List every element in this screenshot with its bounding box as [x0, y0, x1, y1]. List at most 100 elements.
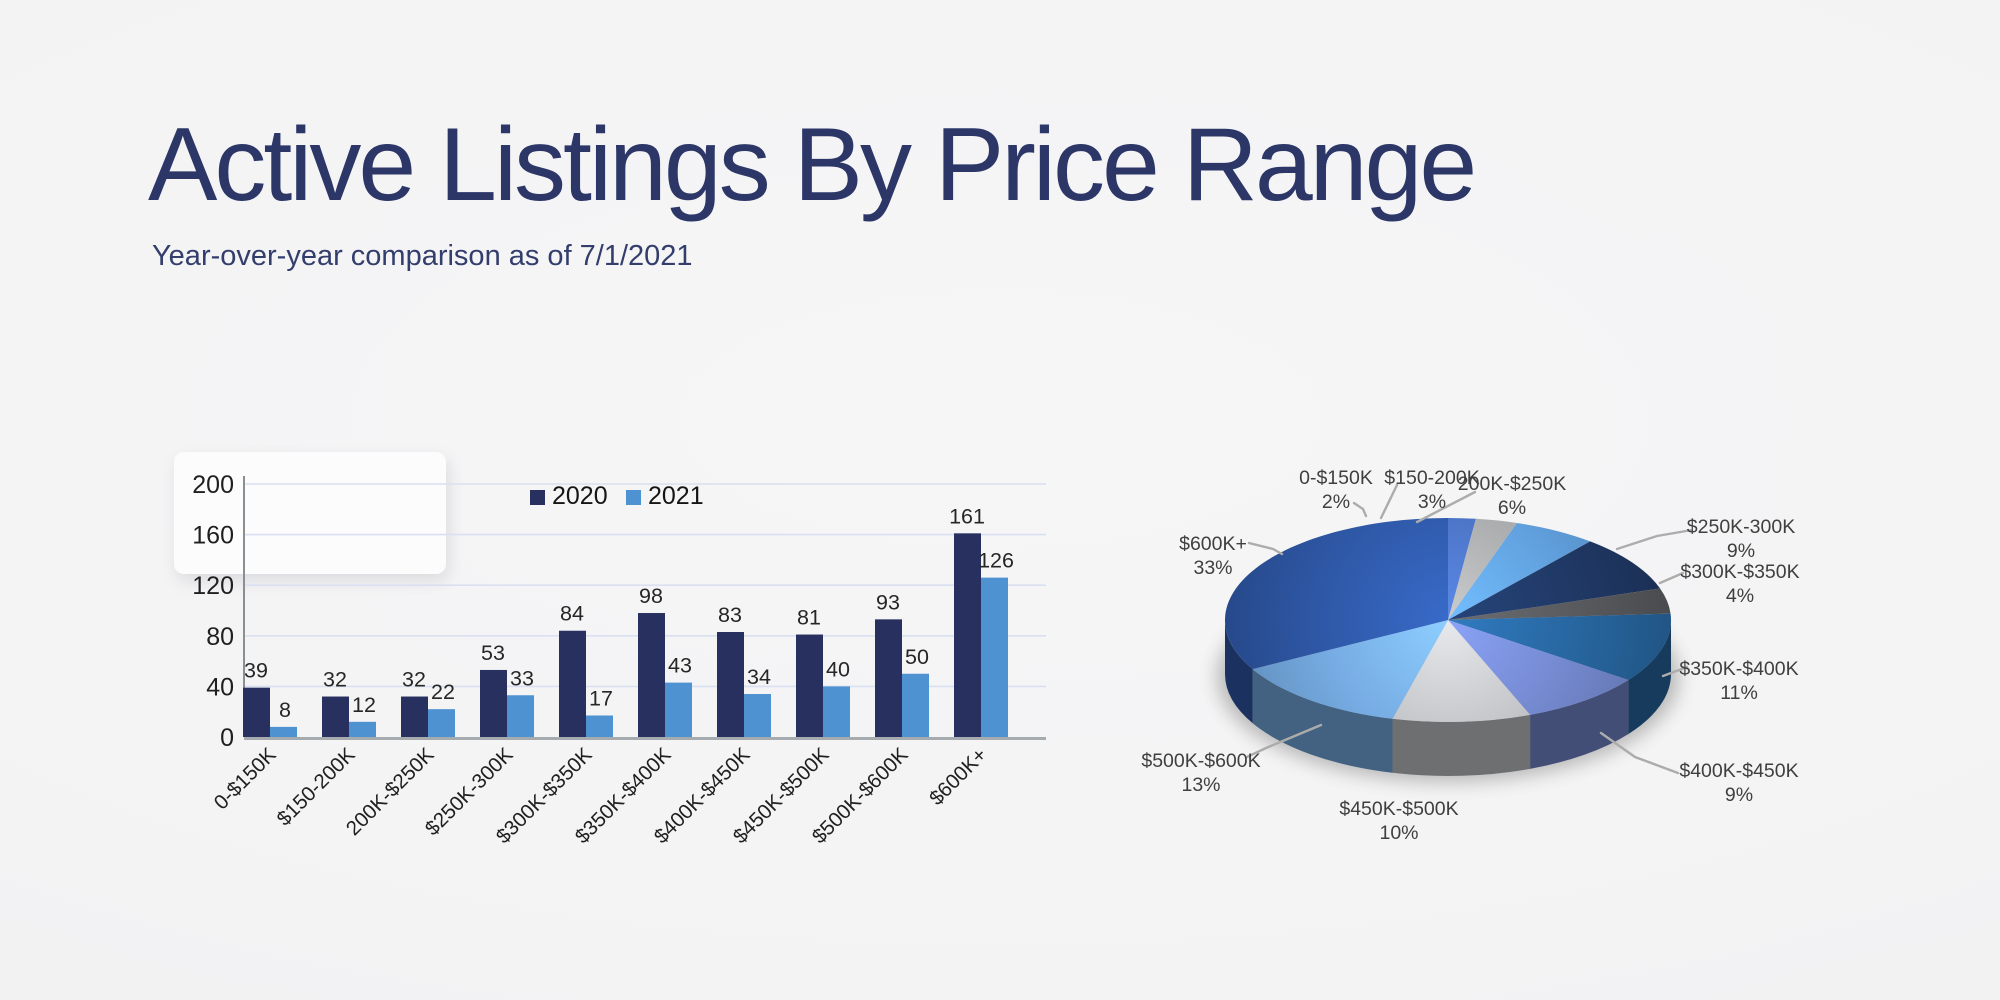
bar-2021-8 [902, 673, 929, 737]
pie-label: $250K-300K 9% [1687, 516, 1795, 562]
pie-label: $600K+ 33% [1179, 533, 1247, 579]
bar-chart-svg: 040801201602003980-$150K3212$150-200K322… [192, 471, 1046, 848]
bar-2020-9 [954, 533, 981, 737]
svg-text:0-$150K: 0-$150K [209, 743, 280, 814]
bar-2021-1 [349, 721, 376, 737]
bar-2020-2 [401, 696, 428, 737]
y-tick-label: 160 [192, 522, 234, 550]
bar-chart: 0 40 80 120 160 200 39 8 0-$150K 32 12 $150-200K 32 2… [140, 440, 1100, 890]
pie-wall-$400K-$450K [1530, 679, 1629, 769]
pie-label: 200K-$250K 6% [1458, 473, 1566, 519]
bar-value-label: 84 [560, 602, 584, 626]
bar-value-label: 126 [978, 549, 1014, 573]
y-tick-label: 80 [206, 623, 234, 651]
y-tick-label: 200 [192, 471, 234, 499]
bar-value-label: 8 [279, 698, 291, 722]
pie-slice-200K-$250K [1448, 522, 1591, 620]
pie-leader-line [1599, 731, 1680, 775]
bar-value-label: 32 [402, 668, 426, 692]
bar-value-label: 12 [352, 693, 376, 717]
pie-label: $450K-$500K 10% [1339, 798, 1458, 844]
bar-value-label: 161 [949, 504, 985, 528]
pie-slice-$450K-$500K [1392, 620, 1531, 722]
bar-value-label: 93 [876, 590, 900, 614]
bar-value-label: 53 [481, 641, 505, 665]
pie-label: $350K-$400K 11% [1679, 658, 1798, 704]
bar-value-label: 33 [510, 666, 534, 690]
bar-2020-3 [480, 669, 507, 737]
pie-slice-$600K+ [1225, 518, 1448, 670]
pie-slice-0-$150K [1448, 518, 1476, 620]
pie-chart-svg: 0-$150K 2%$150-200K 3%200K-$250K 6% $250K-30… [1141, 467, 1799, 844]
legend-swatch-2020 [530, 490, 545, 505]
pie-leader-line [1379, 483, 1399, 520]
pie-slice-$500K-$600K [1252, 620, 1448, 719]
svg-text:$150-200K: $150-200K [272, 743, 359, 830]
bar-2021-7 [823, 686, 850, 737]
pie-slice-$350K-$400K [1448, 613, 1671, 680]
bar-2020-5 [638, 613, 665, 737]
pie-leader-line [1658, 571, 1685, 585]
pie-wall-$600K+ [1225, 620, 1253, 724]
bar-value-label: 40 [826, 657, 850, 681]
bar-2020-6 [717, 632, 744, 737]
bar-2020-1 [322, 696, 349, 737]
pie-walls [1225, 620, 1671, 776]
bar-value-label: 50 [905, 645, 929, 669]
pie-chart: 0-$150K 2% $150-200K 3% 200K-$250K 6% $250K-30… [1130, 430, 1900, 890]
bar-value-label: 34 [747, 665, 771, 689]
pie-leader-line [1352, 501, 1368, 518]
x-category-label: 0-$150K [209, 743, 280, 814]
pie-label: $150-200K 3% [1384, 467, 1479, 513]
bar-2021-3 [507, 695, 534, 737]
pie-slice-$250K-300K [1448, 541, 1661, 620]
legend-label-2020: 2020 [552, 482, 608, 510]
y-tick-label: 120 [192, 572, 234, 600]
x-category-label: $150-200K [272, 743, 359, 830]
bar-value-label: 81 [797, 606, 821, 630]
y-tick-label: 40 [206, 673, 234, 701]
pie-wall-$500K-$600K [1252, 669, 1393, 773]
pie-leader-line [1415, 490, 1477, 524]
pie-label: $300K-$350K 4% [1680, 561, 1799, 607]
pie-wall-$350K-$400K [1628, 620, 1671, 734]
bar-value-label: 22 [431, 680, 455, 704]
pie-label: $500K-$600K 13% [1141, 750, 1260, 796]
bar-value-label: 43 [668, 654, 692, 678]
page-subtitle: Year-over-year comparison as of 7/1/2021 [152, 240, 693, 272]
bar-value-label: 83 [718, 603, 742, 627]
bar-value-label: 39 [244, 659, 268, 683]
legend: 2020 2021 [530, 482, 704, 510]
pie-label: 0-$150K 2% [1299, 467, 1373, 513]
bar-2020-4 [559, 630, 586, 737]
legend-swatch-2021 [626, 490, 641, 505]
x-category-label: $600K+ [925, 743, 992, 810]
pie-leader-line [1661, 665, 1689, 678]
pie-slice-$300K-$350K [1448, 588, 1671, 620]
pie-label: $400K-$450K 9% [1679, 760, 1798, 806]
pie-slice-$150-200K [1448, 518, 1517, 620]
bar-value-label: 32 [323, 668, 347, 692]
bar-2021-2 [428, 709, 455, 737]
pie-leader-line [1245, 723, 1323, 759]
y-tick-label: 0 [220, 724, 234, 752]
pie-wall-$450K-$500K [1392, 714, 1531, 776]
pie-leader-line [1247, 541, 1284, 556]
bar-2021-9 [981, 577, 1008, 737]
pie-slice-$400K-$450K [1448, 620, 1629, 715]
bar-2021-4 [586, 715, 613, 737]
bar-2021-5 [665, 682, 692, 737]
chart-background-card [174, 452, 446, 574]
page-title: Active Listings By Price Range [148, 107, 1477, 223]
bar-2021-0 [270, 726, 297, 737]
bar-2020-0 [243, 687, 270, 737]
bar-2021-6 [744, 693, 771, 737]
bar-2020-7 [796, 634, 823, 737]
legend-label-2021: 2021 [648, 482, 704, 510]
bar-2020-8 [875, 619, 902, 737]
bar-value-label: 17 [589, 686, 613, 710]
pie-leader-line [1615, 528, 1694, 551]
bar-value-label: 98 [639, 584, 663, 608]
svg-text:$600K+: $600K+ [925, 743, 992, 810]
